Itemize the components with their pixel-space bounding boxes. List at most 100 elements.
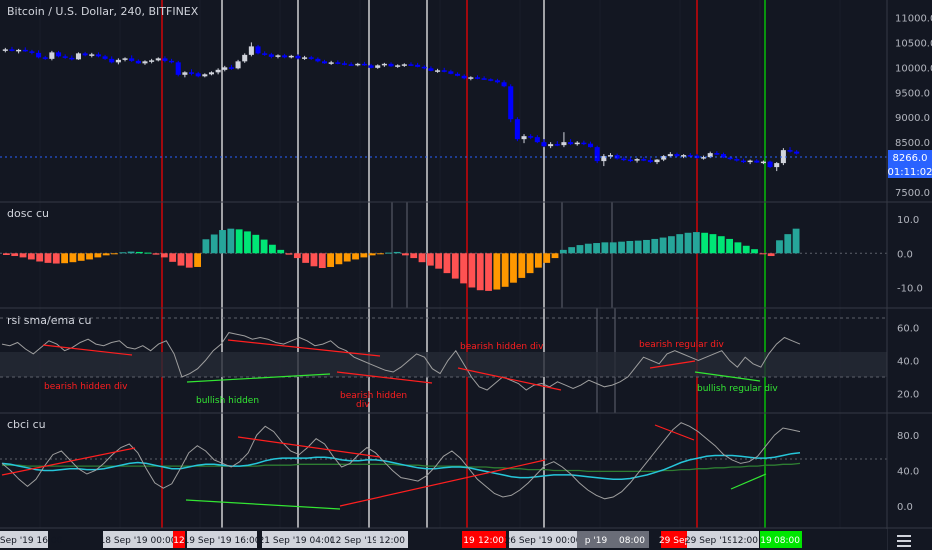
time-label: 21 Sep '19 04:00 <box>259 536 336 546</box>
dosc-bar <box>119 252 127 254</box>
dosc-bar <box>717 236 725 254</box>
candle-body <box>129 58 135 61</box>
hamburger-menu-icon[interactable] <box>897 535 911 547</box>
candle-body <box>242 54 248 62</box>
candle-body <box>89 54 95 56</box>
dosc-bar <box>252 234 260 254</box>
candle-body <box>2 49 8 51</box>
dosc-bar <box>343 253 351 262</box>
cbci-div-red-4 <box>654 424 695 441</box>
dosc-bar <box>568 247 576 254</box>
dosc-bar <box>352 253 359 260</box>
time-label: 19 <box>760 536 772 546</box>
time-label: 19 Sep '19 16:00 <box>184 536 261 546</box>
candle-body <box>235 61 241 69</box>
dosc-bar <box>626 240 634 254</box>
candle-body <box>188 72 195 74</box>
dosc-bar <box>327 253 334 267</box>
candle-body <box>415 64 421 67</box>
candle-body <box>182 72 188 75</box>
candle-body <box>554 144 560 146</box>
time-label: 12 <box>173 536 184 546</box>
candle-body <box>149 60 155 62</box>
annotation-bearish-hidden-3: bearish hidden div <box>460 342 544 352</box>
cbci-tick-label: 80.0 <box>897 431 919 442</box>
dosc-bar <box>36 253 44 262</box>
dosc-axis[interactable]: 10.0 0.0 -10.0 <box>897 215 923 294</box>
dosc-bar <box>219 230 226 254</box>
candle-body <box>521 136 527 140</box>
candle-body <box>760 161 766 164</box>
candle-body <box>767 161 773 168</box>
candle-body <box>42 57 48 59</box>
candle-body <box>255 46 261 54</box>
annotation-bearish-hidden-1: bearish hidden div <box>44 382 128 392</box>
candle-body <box>175 62 181 75</box>
candle-body <box>654 159 660 163</box>
candle-body <box>208 72 215 75</box>
dosc-bar <box>784 234 792 254</box>
dosc-bar <box>52 253 60 264</box>
time-label: 29 Sep '19 <box>685 536 733 546</box>
candle-body <box>155 58 161 61</box>
rsi-div-bear-5 <box>649 360 696 369</box>
dosc-bar <box>177 253 185 266</box>
time-label-background <box>262 531 332 548</box>
chart-title: Bitcoin / U.S. Dollar, 240, BITFINEX <box>7 5 199 18</box>
dosc-bar <box>269 244 276 254</box>
candle-body <box>102 56 108 59</box>
candle-body <box>9 49 15 51</box>
candlestick-series <box>2 42 800 172</box>
candle-body <box>308 57 314 59</box>
rsi-tick-label: 20.0 <box>897 389 919 400</box>
price-tick-label: 7500.0 <box>895 188 930 199</box>
dosc-bar <box>293 253 301 259</box>
candle-body <box>361 63 367 66</box>
rsi-div-bear-2 <box>227 339 381 357</box>
candle-body <box>435 70 441 72</box>
dosc-tick-label: -10.0 <box>897 283 923 294</box>
cbci-axis[interactable]: 80.0 40.0 0.0 <box>897 431 919 513</box>
dosc-bar <box>742 245 750 254</box>
dosc-bar <box>410 253 418 259</box>
candle-body <box>282 55 288 58</box>
rsi-tick-label: 60.0 <box>897 324 919 335</box>
candle-body <box>621 158 627 161</box>
dosc-bar <box>601 242 609 254</box>
dosc-bar <box>61 253 68 264</box>
time-label-background <box>0 531 48 548</box>
dosc-bar <box>535 253 542 268</box>
dosc-bar <box>393 251 401 254</box>
countdown-label: 01:11:02 <box>888 167 932 178</box>
dosc-bar <box>285 253 293 255</box>
time-label-background <box>615 531 649 548</box>
dosc-bar <box>543 253 551 263</box>
dosc-bar <box>44 253 52 263</box>
rsi-div-bear-4 <box>457 367 562 391</box>
candle-body <box>375 65 381 68</box>
cbci-pane-title: cbci cu <box>7 418 46 431</box>
candle-body <box>561 142 567 146</box>
candle-body <box>315 58 321 62</box>
dosc-bar <box>643 239 650 254</box>
candle-body <box>707 153 713 158</box>
rsi-axis[interactable]: 60.0 40.0 20.0 <box>897 324 919 401</box>
price-tick-label: 8500.0 <box>895 138 930 149</box>
candle-body <box>135 60 141 64</box>
candle-body <box>162 58 168 61</box>
time-label-background <box>332 531 376 548</box>
dosc-bar <box>734 242 742 254</box>
menu-icon-bar <box>897 535 911 537</box>
dosc-bar <box>759 253 767 255</box>
price-axis[interactable]: 11000.0 10500.0 10000.0 9500.0 9000.0 8500.0 7… <box>895 13 932 199</box>
dosc-bar <box>152 253 160 255</box>
dosc-bar <box>460 253 467 284</box>
price-tick-label: 10500.0 <box>895 38 932 49</box>
time-label-background <box>731 531 759 548</box>
candle-body <box>587 143 594 148</box>
cbci-divergence-lines <box>1 424 767 510</box>
current-price-label: 8266.0 <box>893 153 928 164</box>
dosc-bar <box>634 240 642 254</box>
dosc-bar <box>318 253 326 268</box>
